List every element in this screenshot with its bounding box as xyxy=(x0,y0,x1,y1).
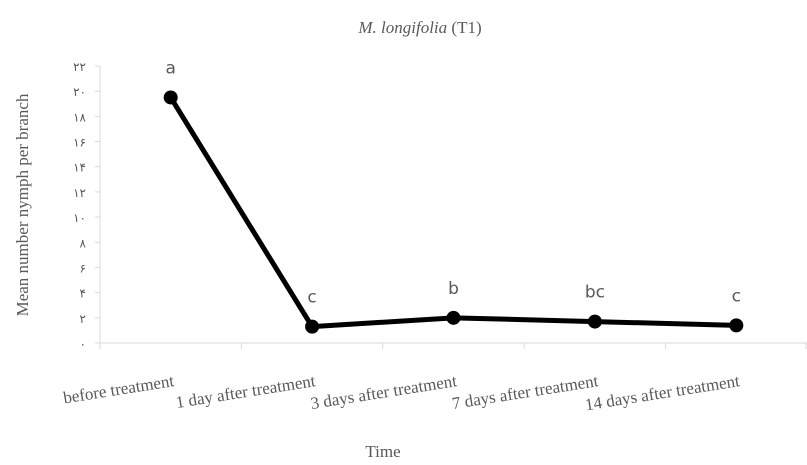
y-tick-label: ۸ xyxy=(80,236,87,250)
x-axis-label: Time xyxy=(365,442,400,461)
y-tick-label: ۲ xyxy=(80,312,86,326)
x-tick-label: 3 days after treatment xyxy=(309,371,458,413)
x-tick-label: 14 days after treatment xyxy=(584,371,742,414)
y-tick-label: ۱۲ xyxy=(73,186,86,200)
title-species: M. longifolia xyxy=(357,18,447,37)
x-tick-label: 1 day after treatment xyxy=(174,371,317,412)
y-tick-label: ۱۴ xyxy=(73,161,86,175)
y-tick-label: ۲۰ xyxy=(73,85,86,99)
x-tick-label: 7 days after treatment xyxy=(451,371,600,413)
y-tick-label: ۱۸ xyxy=(73,110,86,124)
point-annotation: c xyxy=(307,288,316,308)
title-code: (T1) xyxy=(451,18,481,37)
point xyxy=(446,310,461,325)
point xyxy=(587,314,602,329)
point-annotation: bc xyxy=(585,283,605,303)
x-tick-label: before treatment xyxy=(62,371,176,407)
point-annotation: c xyxy=(732,286,741,306)
y-tick-label: ۰ xyxy=(80,337,86,351)
chart-title: M. longifolia (T1) xyxy=(357,18,481,37)
y-tick-label: ۱۶ xyxy=(73,136,86,150)
y-tick-label: ۱۰ xyxy=(73,211,86,225)
y-tick-label: ۴ xyxy=(80,287,86,301)
y-tick-label: ۶ xyxy=(80,261,86,275)
y-axis-label: Mean number nymph per branch xyxy=(13,93,32,316)
point-annotation: a xyxy=(165,58,175,78)
point xyxy=(163,90,178,105)
y-tick-label: ۲۲ xyxy=(73,60,86,74)
point xyxy=(729,318,744,333)
point xyxy=(305,319,320,334)
point-annotation: b xyxy=(448,279,459,299)
